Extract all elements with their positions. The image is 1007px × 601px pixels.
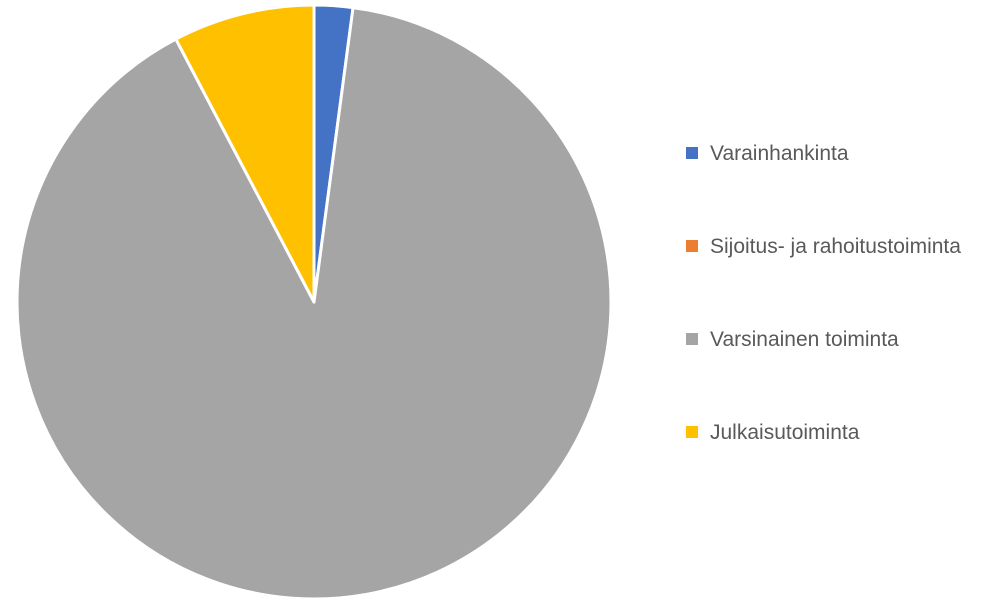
legend-swatch xyxy=(686,240,698,252)
pie-area xyxy=(15,3,613,601)
legend-label: Varsinainen toiminta xyxy=(710,328,899,351)
legend-item: Sijoitus- ja rahoitustoiminta xyxy=(686,233,980,265)
legend-swatch xyxy=(686,147,698,159)
legend-swatch xyxy=(686,426,698,438)
legend-label: Sijoitus- ja rahoitustoiminta xyxy=(710,235,961,258)
legend-label: Julkaisutoiminta xyxy=(710,421,860,444)
legend-item: Julkaisutoiminta xyxy=(686,419,980,451)
legend: Varainhankinta Sijoitus- ja rahoitustoimi… xyxy=(686,0,996,601)
legend-label: Varainhankinta xyxy=(710,142,849,165)
pie-slice xyxy=(174,3,316,304)
legend-item: Varsinainen toiminta xyxy=(686,326,980,358)
legend-swatch xyxy=(686,333,698,345)
legend-item: Varainhankinta xyxy=(686,140,980,172)
